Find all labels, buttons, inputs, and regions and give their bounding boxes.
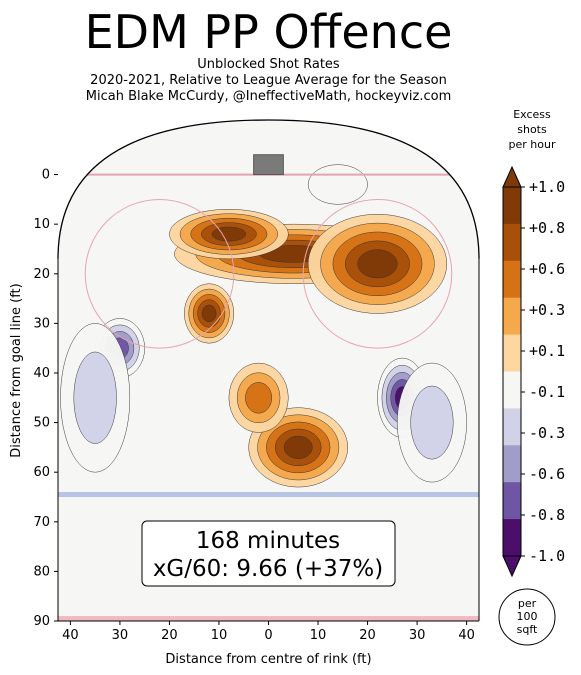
rink-boards [57, 119, 480, 259]
chart-title: EDM PP Offence [84, 5, 453, 59]
colorbar-segment-7 [503, 445, 521, 483]
y-tick-label: 90 [33, 614, 50, 629]
x-tick-label: 20 [359, 628, 376, 643]
colorbar-top-arrow [502, 165, 522, 188]
centre-line [58, 616, 479, 621]
y-tick-label: 10 [33, 217, 50, 232]
colorbar-tick-label: -0.3 [529, 424, 565, 442]
y-tick-label: 20 [33, 267, 50, 282]
blue-line [58, 492, 479, 498]
x-tick-label: 20 [161, 628, 178, 643]
colorbar-segment-9 [503, 519, 521, 557]
colorbar-segment-5 [503, 371, 521, 409]
goal-net [253, 154, 284, 176]
x-tick-label: 10 [310, 628, 327, 643]
colorbar-tick-label: -0.8 [529, 506, 565, 524]
heat-region-point-center-band-4 [283, 435, 313, 459]
left-faceoff-circle [84, 198, 235, 349]
annotation-box [141, 520, 396, 587]
colorbar-segment-4 [503, 334, 521, 372]
unit-badge [498, 588, 556, 646]
x-tick-label: 40 [458, 628, 475, 643]
colorbar-bottom-arrow [502, 555, 522, 578]
colorbar-tick-label: +0.3 [529, 301, 565, 319]
subtitle-line-1: Unblocked Shot Rates [197, 57, 340, 72]
colorbar-segment-6 [503, 408, 521, 446]
colorbar-tick-label: -0.1 [529, 383, 565, 401]
x-tick-label: 10 [211, 628, 228, 643]
x-tick-label: 30 [409, 628, 426, 643]
colorbar-segment-0 [503, 187, 521, 225]
y-tick-label: 60 [33, 465, 50, 480]
y-axis-label: Distance from goal line (ft) [9, 283, 24, 457]
unit-badge-line: 100 [517, 610, 538, 623]
y-tick-label: 70 [33, 515, 50, 530]
y-tick-label: 40 [33, 366, 50, 381]
subtitle-line-3: Micah Blake McCurdy, @IneffectiveMath, h… [85, 89, 452, 104]
colorbar-segment-3 [503, 297, 521, 336]
heatmap-layer [58, 154, 479, 621]
heat-region-right-low-band-1 [410, 385, 454, 460]
unit-badge-line: sqft [517, 623, 538, 636]
right-faceoff-circle [302, 198, 453, 349]
heat-region-left-low-band-1 [73, 351, 117, 444]
colorbar-tick-label: +0.8 [529, 219, 565, 237]
heat-region-left-faceoff-band-4 [201, 304, 217, 323]
colorbar-tick-label: +1.0 [529, 178, 565, 196]
x-axis-label: Distance from centre of rink (ft) [165, 652, 371, 667]
colorbar-title-line: per hour [509, 138, 556, 151]
x-tick-label: 30 [112, 628, 129, 643]
colorbar-segment-1 [503, 223, 521, 262]
y-tick-label: 80 [33, 564, 50, 579]
y-tick-label: 30 [33, 316, 50, 331]
colorbar-tick-label: +0.6 [529, 260, 565, 278]
heat-region-goal-right-cold-band-0 [307, 164, 368, 205]
annotation-minutes: 168 minutes [196, 528, 340, 554]
subtitle-line-2: 2020-2021, Relative to League Average fo… [90, 73, 447, 88]
colorbar-title-line: Excess [513, 108, 551, 121]
x-tick-label: 0 [264, 628, 272, 643]
heat-region-point-bridge-band-2 [245, 382, 273, 414]
x-tick-label: 40 [62, 628, 79, 643]
colorbar-tick-label: -0.6 [529, 465, 565, 483]
heat-region-right-circle-top-band-4 [357, 249, 398, 279]
colorbar-segment-8 [503, 482, 521, 520]
y-tick-label: 0 [42, 168, 50, 183]
colorbar-frame [502, 186, 522, 557]
colorbar-segment-2 [503, 260, 521, 299]
heat-region-left-circle-top-band-4 [211, 226, 247, 242]
colorbar-tick-label: +0.1 [529, 342, 565, 360]
unit-badge-line: per [518, 597, 537, 610]
y-tick-label: 50 [33, 416, 50, 431]
annotation-xg: xG/60: 9.66 (+37%) [153, 556, 383, 582]
colorbar-tick-label: -1.0 [529, 547, 565, 565]
colorbar-title-line: shots [517, 123, 547, 136]
